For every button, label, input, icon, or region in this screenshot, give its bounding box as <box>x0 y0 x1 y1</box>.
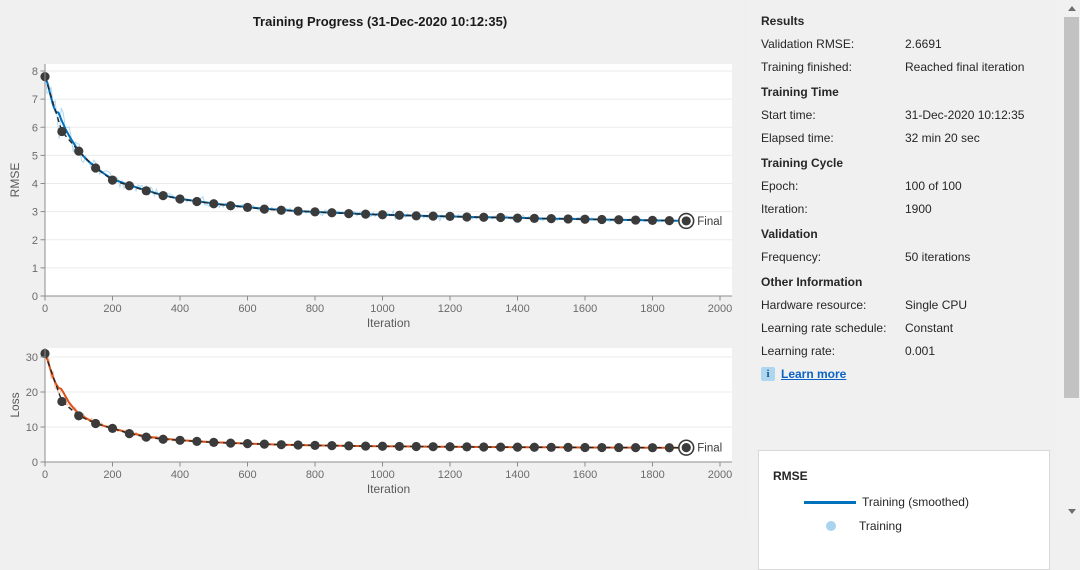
section-header-results: Results <box>761 14 805 28</box>
panel-row-start-time: Start time: 31-Dec-2020 10:12:35 <box>761 108 1063 122</box>
svg-text:800: 800 <box>306 303 324 315</box>
svg-text:0: 0 <box>42 303 48 315</box>
legend-entry-training: Training <box>759 519 1049 533</box>
row-value: 1900 <box>905 202 932 216</box>
row-label: Learning rate: <box>761 344 836 358</box>
learn-more-container: i Learn more <box>761 367 1063 381</box>
panel-divider <box>745 0 746 520</box>
svg-text:1200: 1200 <box>438 303 462 315</box>
legend-line-swatch <box>804 500 856 504</box>
row-value: 50 iterations <box>905 250 971 264</box>
svg-text:20: 20 <box>26 387 38 399</box>
legend-entry-training-smoothed: Training (smoothed) <box>759 495 1049 509</box>
training-progress-plot-region: Training Progress (31-Dec-2020 10:12:35)… <box>8 14 732 496</box>
svg-text:1400: 1400 <box>505 469 529 481</box>
svg-text:2: 2 <box>32 235 38 247</box>
row-value: Constant <box>905 321 954 335</box>
row-label: Start time: <box>761 108 816 122</box>
svg-text:1600: 1600 <box>573 303 597 315</box>
svg-text:1800: 1800 <box>640 469 664 481</box>
panel-row-learning-rate-schedule: Learning rate schedule: Constant <box>761 321 1063 335</box>
svg-text:8: 8 <box>32 66 38 78</box>
svg-text:1000: 1000 <box>370 469 394 481</box>
scroll-thumb[interactable] <box>1064 17 1079 398</box>
svg-text:30: 30 <box>26 352 38 364</box>
section-header-training-time: Training Time <box>761 85 839 99</box>
svg-text:800: 800 <box>306 469 324 481</box>
panel-row-frequency: Frequency: 50 iterations <box>761 250 1063 264</box>
svg-text:400: 400 <box>171 303 189 315</box>
svg-text:RMSE: RMSE <box>8 163 22 198</box>
row-value: 2.6691 <box>905 37 942 51</box>
legend-entry-label: Training <box>859 519 902 533</box>
legend-card: RMSE Training (smoothed) Training <box>758 450 1050 570</box>
scroll-down-button[interactable] <box>1063 503 1080 520</box>
results-side-panel: Results Validation RMSE: 2.6691 Training… <box>746 0 1063 520</box>
svg-text:600: 600 <box>238 469 256 481</box>
svg-text:200: 200 <box>103 469 121 481</box>
panel-row-epoch: Epoch: 100 of 100 <box>761 179 1063 193</box>
svg-text:5: 5 <box>32 150 38 162</box>
scroll-up-button[interactable] <box>1063 0 1080 17</box>
row-label: Frequency: <box>761 250 822 264</box>
svg-text:6: 6 <box>32 122 38 134</box>
svg-text:600: 600 <box>238 303 256 315</box>
svg-text:1800: 1800 <box>640 303 664 315</box>
svg-text:Final: Final <box>697 216 722 228</box>
panel-row-hardware-resource: Hardware resource: Single CPU <box>761 298 1063 312</box>
info-icon: i <box>761 367 775 381</box>
scrollbar[interactable] <box>1063 0 1080 520</box>
row-label: Validation RMSE: <box>761 37 855 51</box>
svg-text:0: 0 <box>32 457 38 469</box>
svg-text:1200: 1200 <box>438 469 462 481</box>
row-value: 31-Dec-2020 10:12:35 <box>905 108 1025 122</box>
svg-text:0: 0 <box>42 469 48 481</box>
legend-entry-label: Training (smoothed) <box>862 495 969 509</box>
row-value: Reached final iteration <box>905 60 1025 74</box>
window-title: Training Progress (31-Dec-2020 10:12:35) <box>252 14 508 29</box>
svg-text:1600: 1600 <box>573 469 597 481</box>
panel-row-training-finished: Training finished: Reached final iterati… <box>761 60 1063 74</box>
svg-text:Iteration: Iteration <box>367 482 410 496</box>
row-value: 0.001 <box>905 344 936 358</box>
section-header-validation: Validation <box>761 227 818 241</box>
row-label: Hardware resource: <box>761 298 867 312</box>
svg-text:4: 4 <box>32 179 38 191</box>
row-value: 32 min 20 sec <box>905 131 980 145</box>
svg-text:1400: 1400 <box>505 303 529 315</box>
svg-text:1000: 1000 <box>370 303 394 315</box>
svg-text:0: 0 <box>32 291 38 303</box>
svg-text:Loss: Loss <box>8 392 22 417</box>
row-label: Training finished: <box>761 60 852 74</box>
panel-row-validation-rmse: Validation RMSE: 2.6691 <box>761 37 1063 51</box>
row-label: Epoch: <box>761 179 799 193</box>
svg-text:400: 400 <box>171 469 189 481</box>
legend-dot-swatch <box>826 521 836 531</box>
svg-text:2000: 2000 <box>708 469 732 481</box>
svg-text:2000: 2000 <box>708 303 732 315</box>
svg-text:Iteration: Iteration <box>367 316 410 330</box>
svg-text:200: 200 <box>103 303 121 315</box>
row-label: Elapsed time: <box>761 131 834 145</box>
learn-more-link[interactable]: Learn more <box>781 367 847 381</box>
section-header-training-cycle: Training Cycle <box>761 156 844 170</box>
svg-text:7: 7 <box>32 94 38 106</box>
svg-text:Final: Final <box>697 443 722 455</box>
triangle-down-icon <box>1067 509 1076 514</box>
triangle-up-icon <box>1067 6 1076 11</box>
row-value: Single CPU <box>905 298 968 312</box>
panel-row-elapsed-time: Elapsed time: 32 min 20 sec <box>761 131 1063 145</box>
svg-text:10: 10 <box>26 422 38 434</box>
legend-title: RMSE <box>773 469 808 483</box>
panel-row-learning-rate: Learning rate: 0.001 <box>761 344 1063 358</box>
row-label: Iteration: <box>761 202 808 216</box>
row-value: 100 of 100 <box>905 179 962 193</box>
row-label: Learning rate schedule: <box>761 321 887 335</box>
section-header-other-information: Other Information <box>761 275 863 289</box>
svg-text:3: 3 <box>32 207 38 219</box>
svg-text:1: 1 <box>32 263 38 275</box>
panel-row-iteration: Iteration: 1900 <box>761 202 1063 216</box>
